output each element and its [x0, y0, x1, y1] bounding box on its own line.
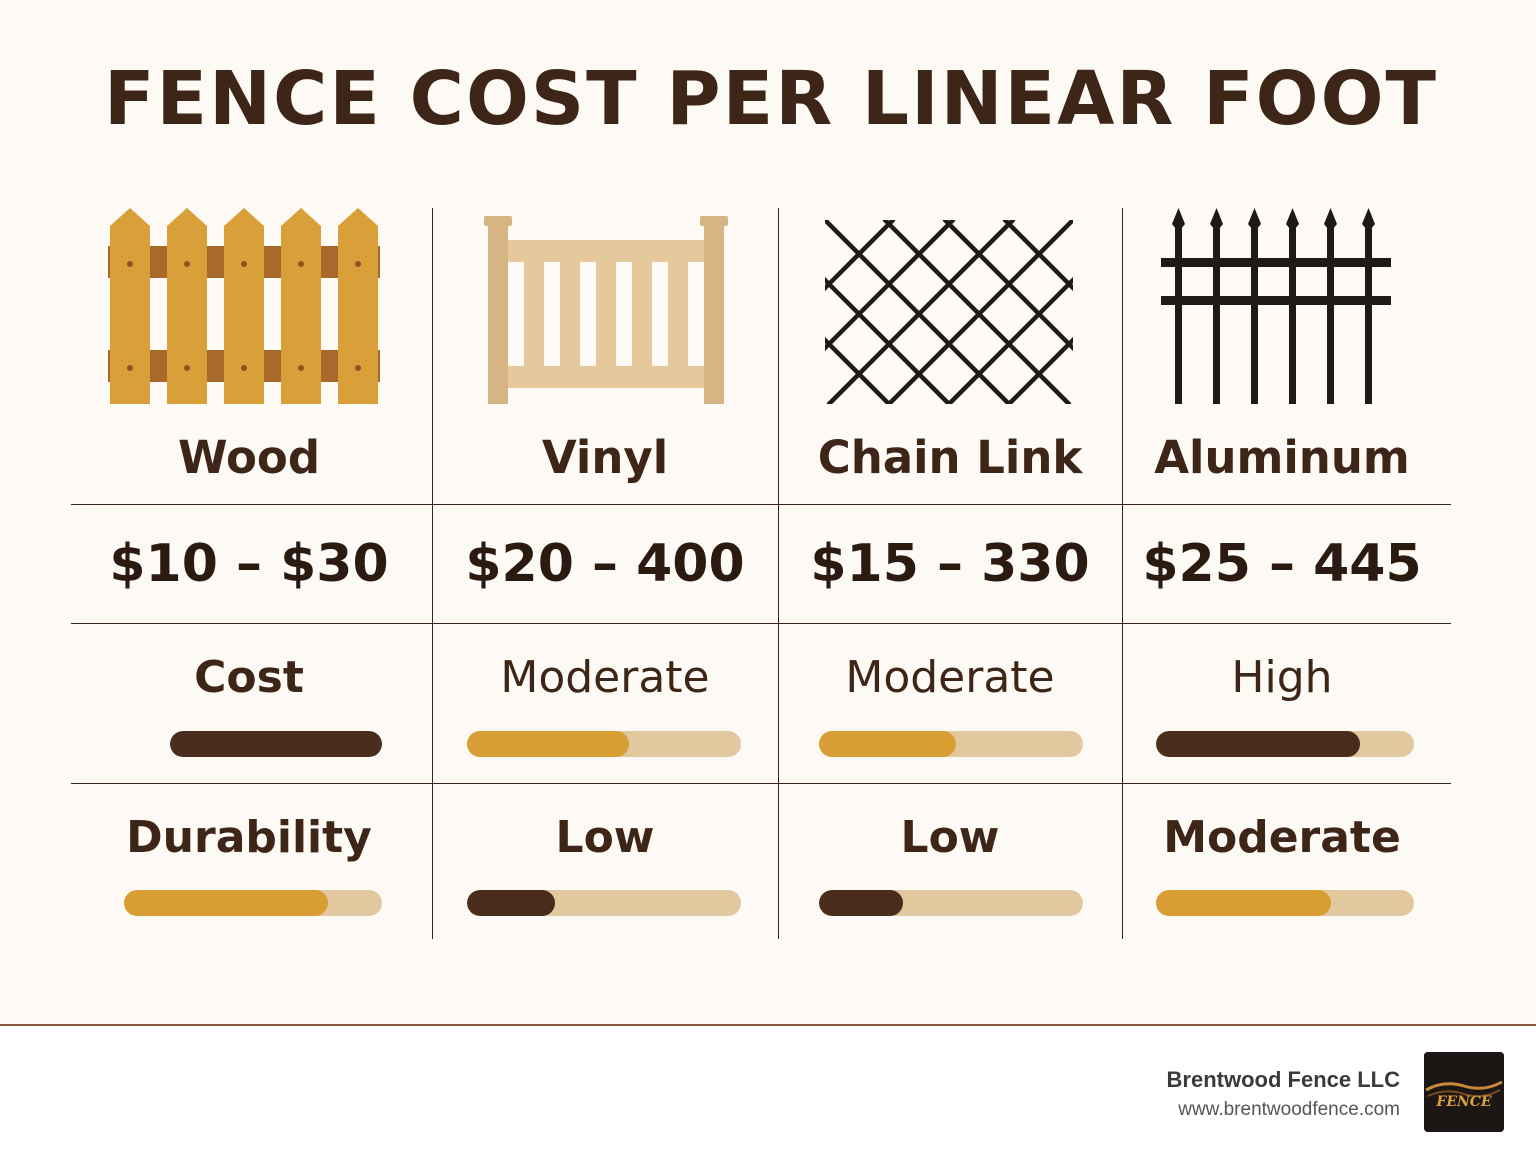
cost-bar-fill	[170, 731, 382, 757]
cost-bar-fill	[467, 731, 629, 757]
page-title: FENCE COST PER LINEAR FOOT	[104, 56, 1438, 142]
price-range: $10 – $30	[109, 534, 389, 594]
durability-bar-fill	[819, 890, 904, 916]
comparison-table: Wood $10 – $30 Cost Durability	[71, 208, 1451, 939]
logo-graphic: FENCE	[1424, 1052, 1504, 1132]
durability-bar-fill	[124, 890, 328, 916]
column-divider	[1122, 208, 1123, 939]
row-divider	[71, 504, 1451, 505]
brentwood-fence-logo: FENCE	[1424, 1052, 1504, 1132]
cost-bar	[819, 731, 1083, 757]
durability-label: Low	[555, 812, 655, 863]
price-range: $20 – 400	[465, 534, 745, 594]
price-range: $25 – 445	[1142, 534, 1422, 594]
column-divider	[432, 208, 433, 939]
footer	[0, 1026, 1536, 1154]
durability-bar	[467, 890, 741, 916]
cost-label: Moderate	[845, 652, 1055, 703]
cost-bar-fill	[819, 731, 957, 757]
fence-name: Aluminum	[1154, 431, 1410, 484]
fence-name: Chain Link	[817, 431, 1083, 484]
wood-fence-icon	[108, 208, 380, 404]
vinyl-fence-icon	[484, 216, 728, 404]
fence-name: Vinyl	[541, 431, 669, 484]
durability-label: Moderate	[1163, 812, 1401, 863]
durability-bar-fill	[1156, 890, 1332, 916]
row-divider	[71, 783, 1451, 784]
cost-label: High	[1231, 652, 1333, 703]
chain-link-fence-icon	[825, 220, 1073, 404]
cost-label: Moderate	[500, 652, 710, 703]
row-divider	[71, 623, 1451, 624]
price-range: $15 – 330	[810, 534, 1090, 594]
cost-label: Cost	[194, 652, 304, 703]
durability-bar	[124, 890, 382, 916]
cost-bar	[170, 731, 382, 757]
cost-bar	[1156, 731, 1414, 757]
durability-bar	[1156, 890, 1414, 916]
company-website[interactable]: www.brentwoodfence.com	[1178, 1099, 1400, 1120]
cost-bar-fill	[1156, 731, 1360, 757]
cost-bar	[467, 731, 741, 757]
durability-bar	[819, 890, 1083, 916]
footer-divider	[0, 1024, 1536, 1026]
column-divider	[778, 208, 779, 939]
durability-bar-fill	[467, 890, 555, 916]
company-name: Brentwood Fence LLC	[1166, 1067, 1400, 1092]
durability-label: Low	[900, 812, 1000, 863]
fence-name: Wood	[177, 431, 321, 484]
durability-label: Durability	[126, 812, 372, 863]
aluminum-fence-icon	[1161, 208, 1391, 404]
logo-text: FENCE	[1435, 1094, 1492, 1110]
